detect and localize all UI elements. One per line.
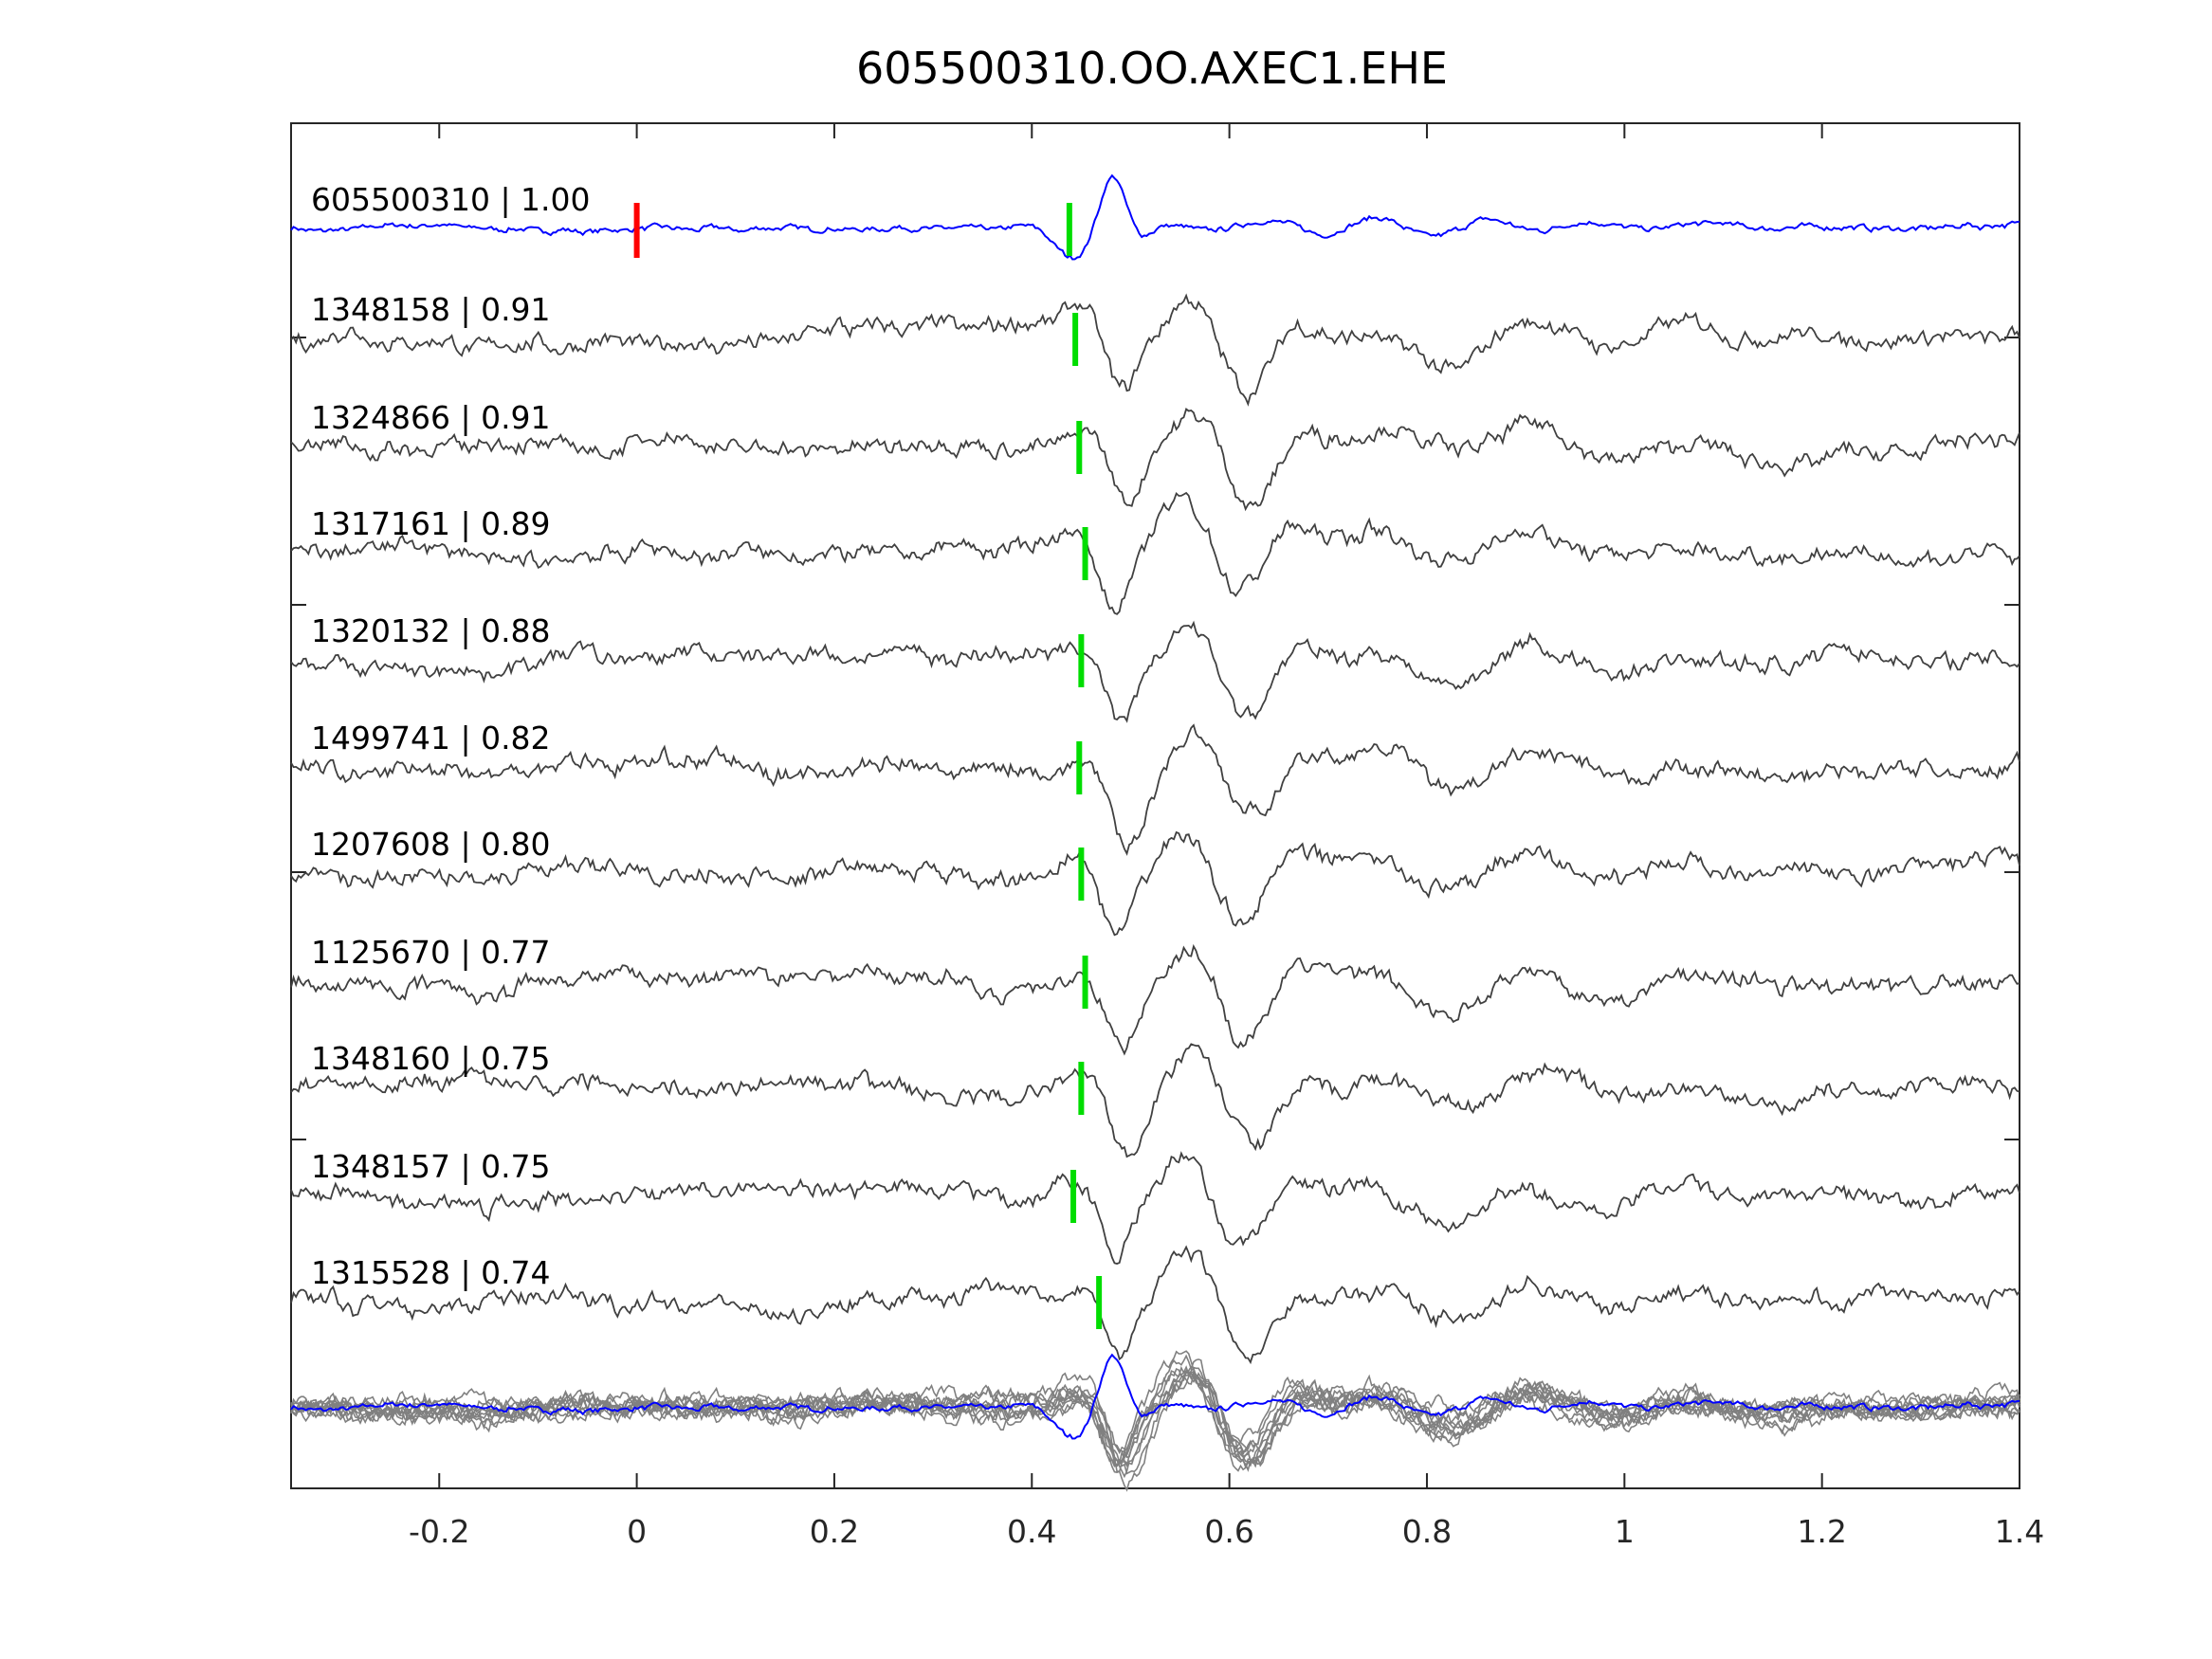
x-tick-label: 0.8 [1402,1513,1452,1550]
x-tick-label: 0.6 [1204,1513,1253,1550]
x-tick-label: 1.4 [1995,1513,2044,1550]
x-tick-label: -0.2 [409,1513,469,1550]
x-tick-label: 0.2 [810,1513,859,1550]
stacked-trace [290,1370,2020,1468]
x-tick-label: 1 [1615,1513,1635,1550]
trace-line [290,1043,2020,1158]
stacked-reference-trace [290,1353,2020,1440]
x-tick-label: 0.4 [1007,1513,1056,1550]
chart-title: 605500310.OO.AXEC1.EHE [856,43,1448,94]
reference-trace [290,173,2020,261]
trace-label: 1315528 | 0.74 [311,1254,551,1291]
trace-line [290,620,2020,723]
trace-label: 1348158 | 0.91 [311,291,551,328]
plot-area [290,122,2020,1489]
trace-label: 1348160 | 0.75 [311,1040,551,1077]
trace-line [290,293,2020,407]
stacked-trace [290,1354,2020,1468]
trace-label: 1320132 | 0.88 [311,612,551,649]
trace-label: 605500310 | 1.00 [311,181,591,218]
trace-line [290,407,2020,512]
trace-label: 1499741 | 0.82 [311,720,551,757]
x-tick-label: 0 [627,1513,647,1550]
trace-line [290,830,2020,937]
trace-label: 1324866 | 0.91 [311,399,551,436]
x-tick-label: 1.2 [1797,1513,1846,1550]
trace-line [290,1245,2020,1365]
stacked-trace [290,1373,2020,1479]
trace-label: 1207608 | 0.80 [311,826,551,863]
trace-line [290,943,2020,1056]
trace-label: 1125670 | 0.77 [311,934,551,971]
trace-line [290,1151,2020,1265]
stacked-trace [290,1365,2020,1475]
trace-line [290,491,2020,615]
trace-label: 1317161 | 0.89 [311,505,551,542]
trace-line [290,723,2020,856]
trace-label: 1348157 | 0.75 [311,1148,551,1185]
stacked-trace [290,1365,2020,1472]
